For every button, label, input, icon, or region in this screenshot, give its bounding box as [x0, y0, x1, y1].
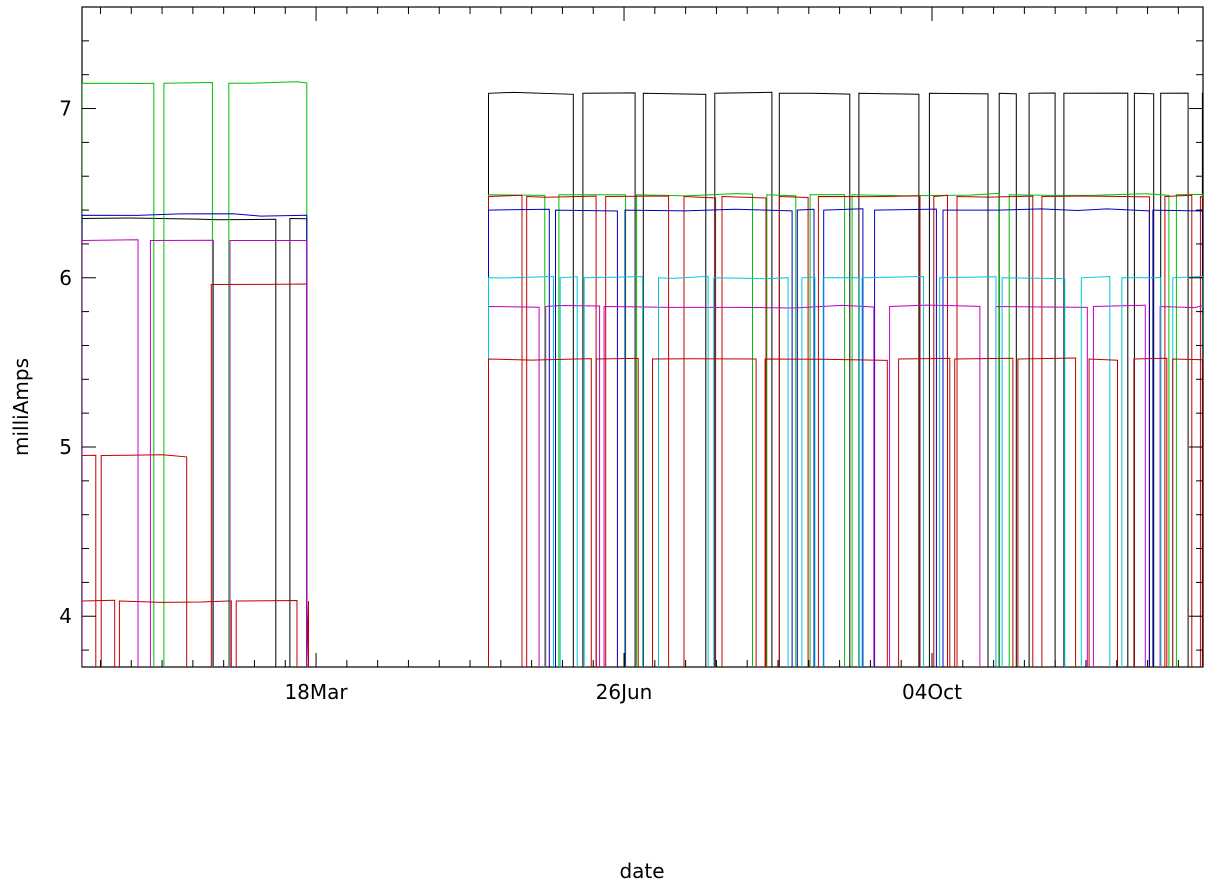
series-7-line: [488, 357, 1203, 667]
series-5-line: [82, 239, 308, 667]
series-3-line: [82, 454, 188, 667]
series-2-line: [488, 194, 1203, 667]
tick-label-layer: 4 5 6 7 18Mar 26Jun 04Oct: [59, 97, 962, 704]
y-axis-label: milliAmps: [9, 358, 33, 456]
y-tick-label: 4: [59, 604, 72, 628]
y-tick-label: 6: [59, 266, 72, 290]
series-0-line: [82, 217, 308, 667]
series-4-line: [82, 213, 308, 667]
x-tick-label: 18Mar: [284, 680, 348, 704]
series-2-line: [82, 599, 309, 667]
x-tick-label: 04Oct: [902, 680, 962, 704]
series-1-line: [82, 81, 308, 667]
tick-layer: [82, 6, 1203, 667]
y-tick-label: 5: [59, 435, 72, 459]
series-3-line: [210, 283, 308, 667]
y-tick-label: 7: [59, 97, 72, 121]
series-1-line: [488, 192, 1203, 667]
x-tick-label: 26Jun: [596, 680, 653, 704]
series-layer: [82, 81, 1203, 667]
series-0-line: [488, 91, 1203, 667]
series-6-line: [488, 275, 1203, 667]
x-axis-label: date: [619, 859, 664, 883]
